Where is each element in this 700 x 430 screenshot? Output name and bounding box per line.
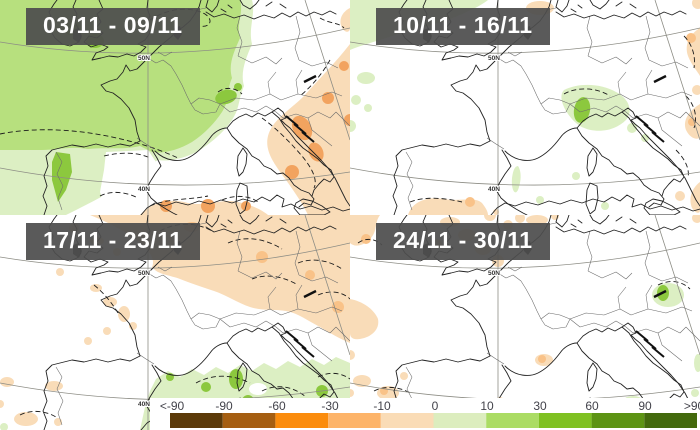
colorbar-segment [170,413,223,428]
colorbar-segment [644,413,697,428]
colorbar-tick: -90 [215,399,233,413]
anomaly-contours [409,35,697,203]
colorbar-tick: 60 [585,399,599,413]
colorbar-segment [486,413,539,428]
colorbar-tick: -60 [268,399,286,413]
colorbar-tick: 10 [480,399,494,413]
colorbar-tick: 0 [431,399,439,413]
colorbar-segment [433,413,487,428]
colorbar-segment [380,413,434,428]
panel-date-label: 17/11 - 23/11 [26,223,200,260]
colorbar-segment [222,413,276,428]
colorbar-segment [538,413,592,428]
colorbar-tick: 30 [533,399,547,413]
map-panel-week1: 03/11 - 09/11 [0,0,350,215]
colorbar-tick: -30 [321,399,339,413]
colorbar-segment [591,413,645,428]
colorbar-tick: <-90 [159,399,185,413]
colorbar-segment [275,413,329,428]
colorbar [170,413,697,428]
colorbar-tick: 90 [638,399,652,413]
panel-date-label: 03/11 - 09/11 [26,8,200,45]
colorbar-tick: -10 [373,399,391,413]
panel-date-label: 10/11 - 16/11 [376,8,550,45]
colorbar-segment [328,413,381,428]
map-panel-week2: 10/11 - 16/11 [350,0,700,215]
panel-date-label: 24/11 - 30/11 [376,223,550,260]
colorbar-tick: >90 [683,399,700,413]
